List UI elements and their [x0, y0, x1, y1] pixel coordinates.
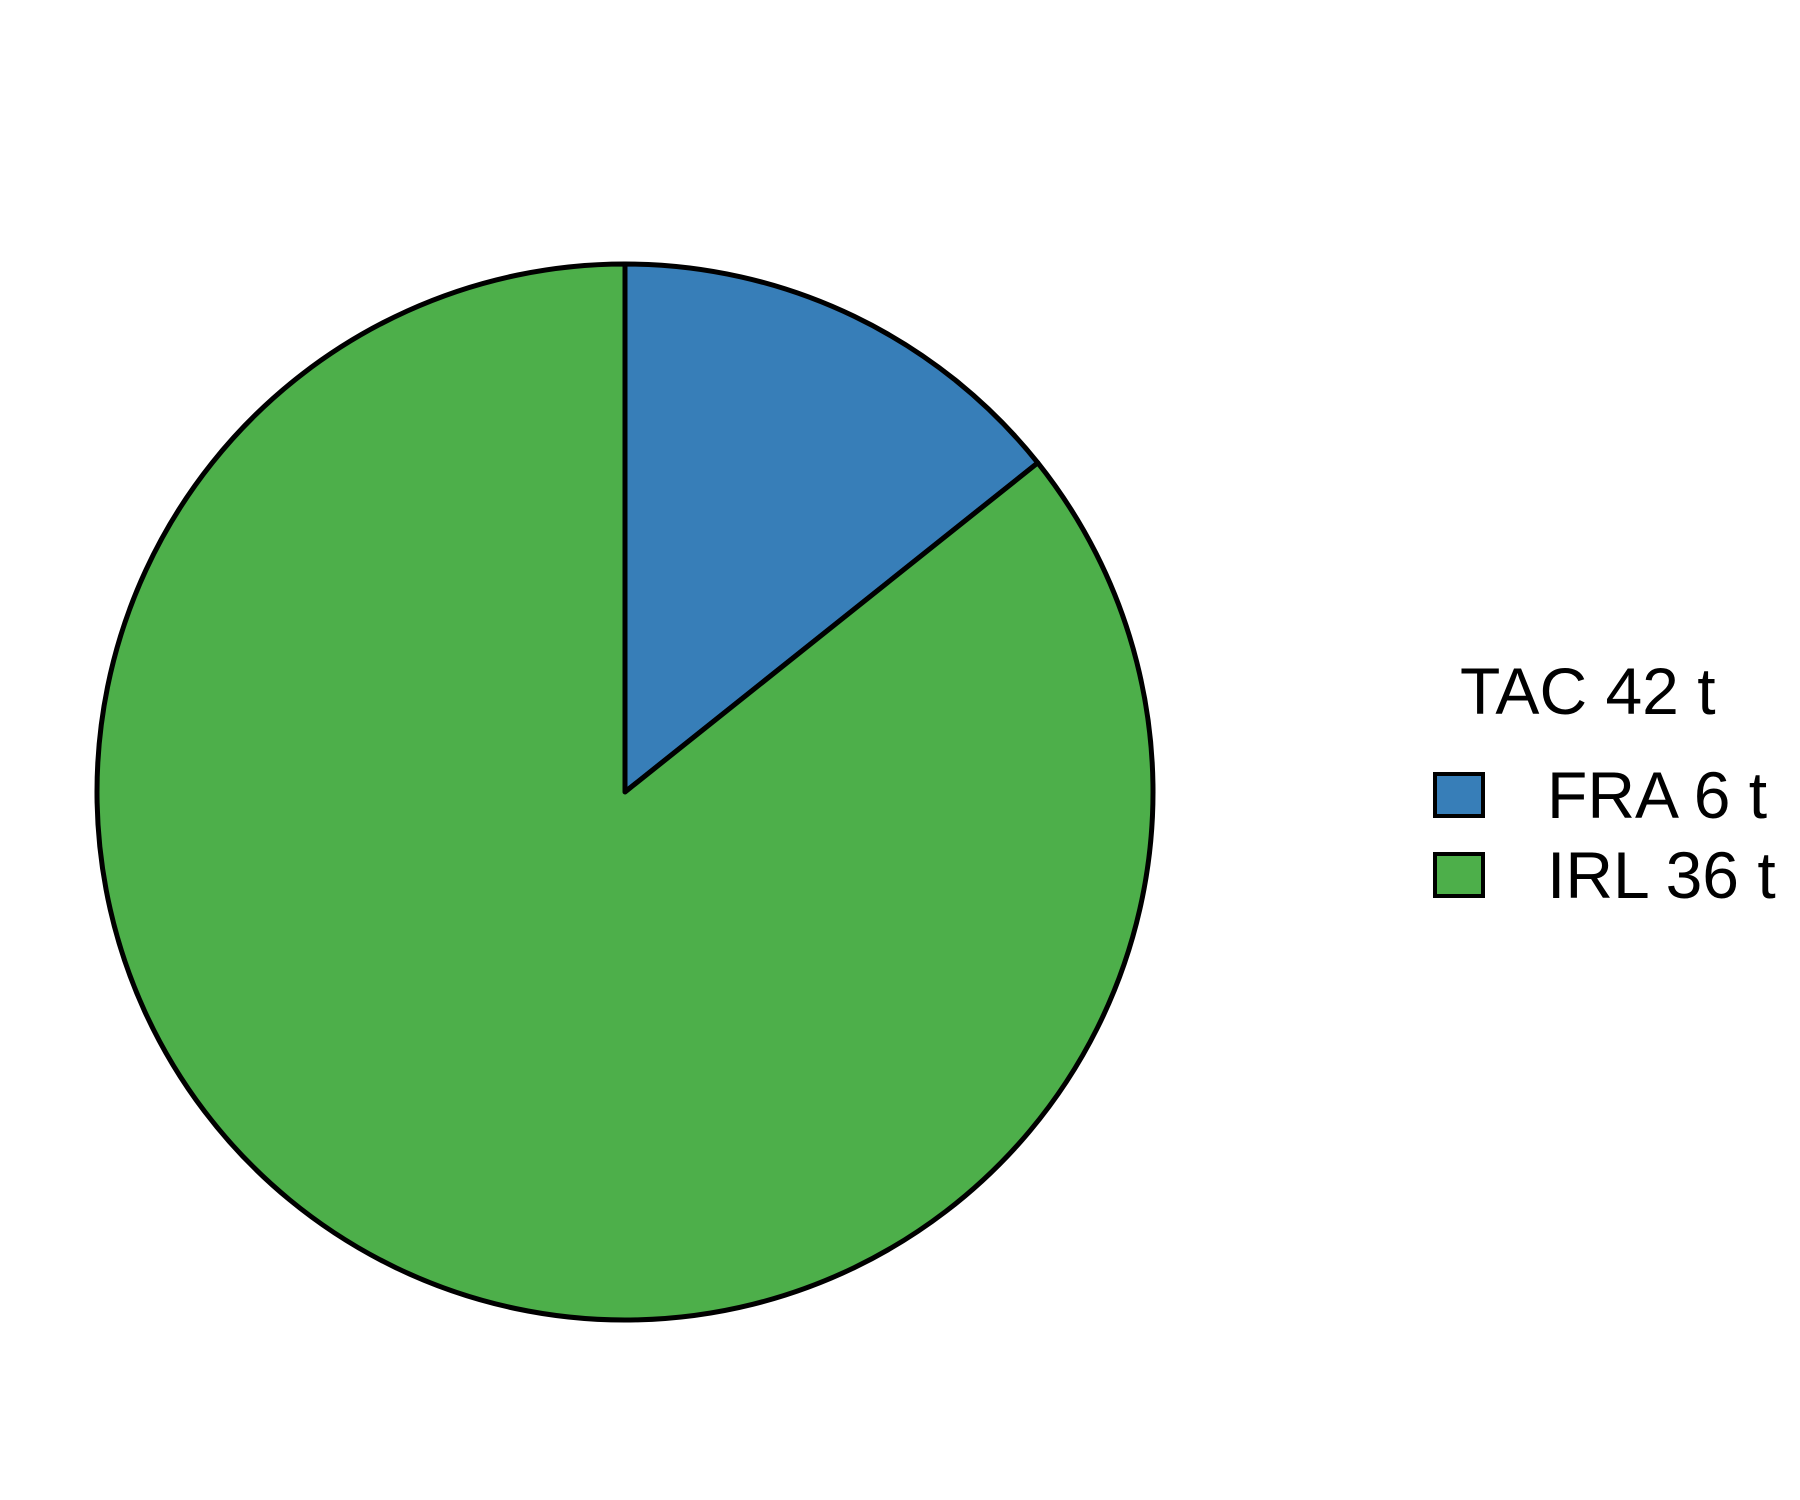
- legend-label-fra: FRA 6 t: [1547, 758, 1767, 832]
- pie-slice-irl: [94, 261, 1156, 1323]
- legend-label-irl: IRL 36 t: [1547, 838, 1776, 912]
- legend-key-fra: [1433, 772, 1485, 818]
- pie-slice-fra: [622, 261, 1041, 795]
- legend-title: TAC 42 t: [1460, 654, 1716, 728]
- pie-slices: [94, 261, 1156, 1323]
- legend-key-irl: [1433, 852, 1485, 898]
